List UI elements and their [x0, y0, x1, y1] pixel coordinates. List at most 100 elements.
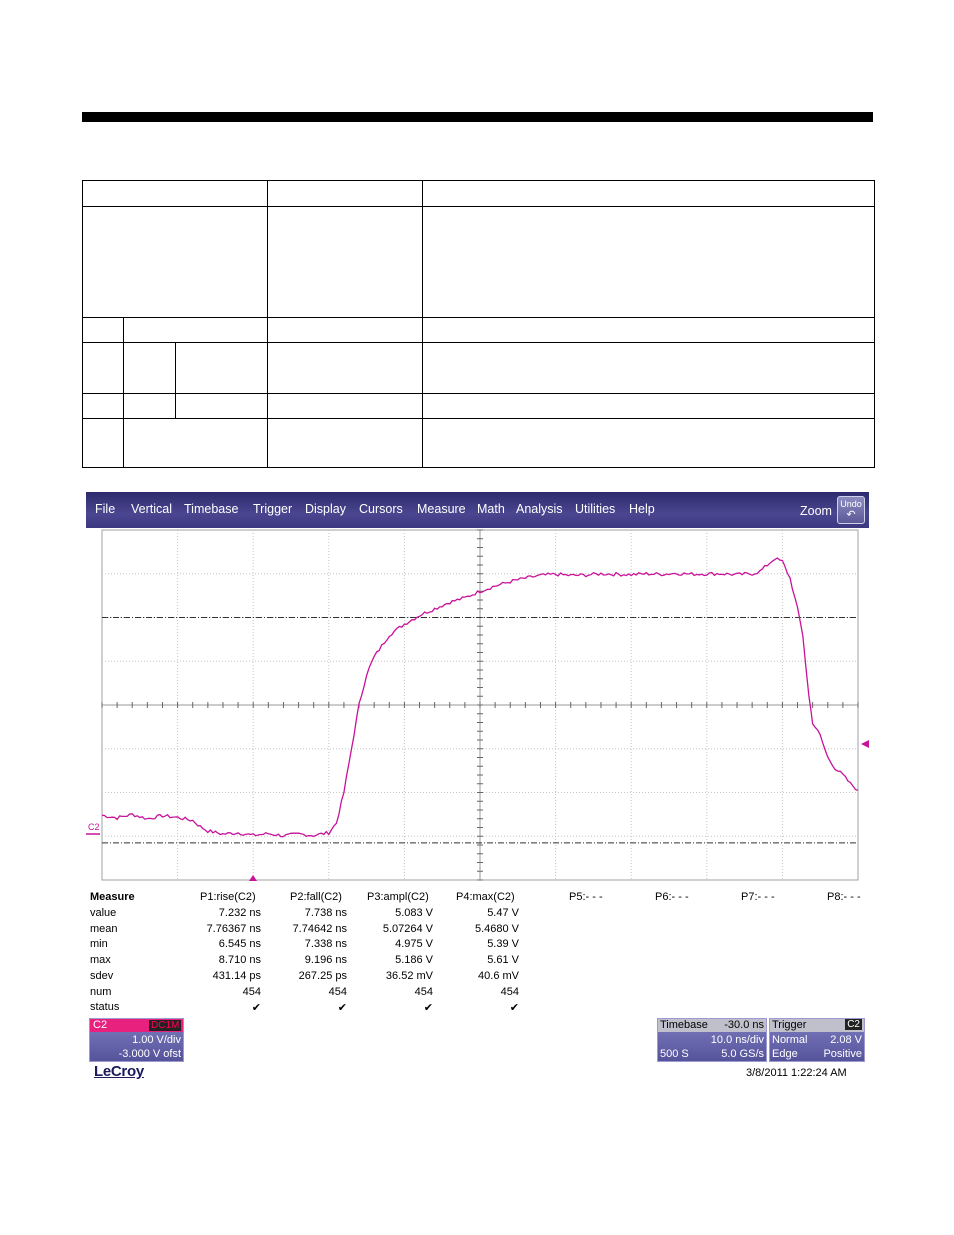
table-cell — [422, 206, 876, 318]
measure-value: 5.186 V — [395, 954, 433, 967]
menu-timebase[interactable]: Timebase — [184, 502, 239, 516]
measure-param-p4[interactable]: P4:max(C2) — [456, 891, 515, 903]
table-cell — [422, 393, 876, 419]
header-rule — [82, 112, 873, 122]
measure-value: 5.47 V — [487, 907, 519, 919]
measure-row-label: status — [90, 1001, 120, 1014]
timebase-delay: -30.0 ns — [724, 1019, 764, 1031]
measure-row-label: max — [90, 954, 111, 967]
channel-offset: -3.000 V ofst — [118, 1048, 181, 1060]
table-cell — [267, 393, 424, 419]
table-cell — [82, 418, 124, 468]
timebase-title-bar — [658, 1019, 766, 1032]
measure-value: 267.25 ps — [298, 969, 347, 982]
menu-display[interactable]: Display — [305, 502, 346, 516]
table-cell — [422, 342, 876, 394]
status-check-icon: ✔ — [423, 1002, 433, 1015]
channel-c2-panel[interactable]: C2 DC1M 1.00 V/div -3.000 V ofst — [89, 1018, 184, 1062]
measure-row-label: value — [90, 907, 117, 919]
table-cell — [267, 317, 424, 343]
table-cell — [174, 393, 269, 419]
measure-param-p1[interactable]: P1:rise(C2) — [200, 891, 256, 903]
measure-value: 4.975 V — [395, 938, 433, 951]
measure-param-p6[interactable]: P6:- - - — [655, 891, 689, 903]
measure-row-label: sdev — [90, 969, 114, 982]
channel-vdiv: 1.00 V/div — [132, 1034, 181, 1046]
measure-value: 36.52 mV — [385, 969, 433, 982]
table-cell — [123, 393, 176, 419]
measure-value: 431.14 ps — [212, 969, 261, 982]
measure-value: 7.738 ns — [304, 907, 347, 919]
measure-value: 40.6 mV — [478, 969, 519, 982]
table-cell — [82, 393, 124, 419]
c2-waveform-trace — [101, 557, 859, 838]
trigger-type: Edge — [772, 1048, 798, 1060]
table-cell — [122, 317, 269, 343]
table-cell — [122, 418, 269, 468]
trigger-mode: Normal — [772, 1034, 808, 1046]
measure-value: 454 — [414, 985, 433, 998]
table-cell — [174, 342, 269, 394]
trigger-label: Trigger — [772, 1019, 807, 1031]
channel-name: C2 — [93, 1019, 108, 1031]
measure-param-p2[interactable]: P2:fall(C2) — [290, 891, 342, 903]
measure-value: 5.083 V — [395, 907, 433, 919]
trigger-source-badge: C2 — [845, 1019, 862, 1030]
measure-param-p8[interactable]: P8:- - - — [827, 891, 861, 903]
channel-coupling-badge: DC1M — [149, 1020, 182, 1031]
menu-cursors[interactable]: Cursors — [359, 502, 403, 516]
measure-value: 5.61 V — [487, 954, 519, 967]
table-cell — [267, 342, 424, 394]
spec-table — [81, 180, 876, 468]
measure-row-label: min — [90, 938, 108, 951]
table-cell — [82, 342, 124, 394]
timestamp: 3/8/2011 1:22:24 AM — [746, 1067, 847, 1079]
reference-lines — [102, 617, 858, 844]
measure-param-p5[interactable]: P5:- - - — [569, 891, 603, 903]
menu-math[interactable]: Math — [477, 502, 505, 516]
menu-measure[interactable]: Measure — [417, 502, 466, 516]
timebase-rate: 5.0 GS/s — [721, 1048, 764, 1060]
timebase-panel[interactable]: Timebase -30.0 ns 10.0 ns/div 500 S 5.0 … — [657, 1018, 767, 1062]
menu-utilities[interactable]: Utilities — [575, 502, 616, 516]
trigger-title-bar — [770, 1019, 864, 1032]
trigger-level-marker[interactable] — [861, 740, 869, 748]
trigger-slope: Positive — [823, 1048, 862, 1060]
menu-trigger[interactable]: Trigger — [253, 502, 293, 516]
waveform-display: C2 — [86, 529, 869, 881]
trigger-panel[interactable]: Trigger C2 Normal 2.08 V Edge Positive — [769, 1018, 865, 1062]
measure-row-label: mean — [90, 922, 118, 935]
oscilloscope-screenshot: File Vertical Timebase Trigger Display C… — [86, 492, 869, 1087]
table-cell — [82, 317, 124, 343]
menu-analysis[interactable]: Analysis — [516, 502, 563, 516]
measure-row-label: num — [90, 985, 112, 998]
trigger-time-marker[interactable] — [249, 875, 257, 881]
measure-value: 454 — [500, 985, 519, 998]
table-cell — [422, 418, 876, 468]
table-cell — [422, 317, 876, 343]
undo-icon: ↶ — [846, 509, 856, 521]
measure-value: 454 — [328, 985, 347, 998]
menu-vertical[interactable]: Vertical — [131, 502, 172, 516]
channel-marker-label: C2 — [88, 822, 100, 832]
table-cell — [123, 342, 176, 394]
measure-value: 5.07264 V — [382, 922, 433, 935]
status-check-icon: ✔ — [251, 1002, 261, 1015]
zoom-button[interactable]: Zoom — [800, 504, 832, 518]
undo-button[interactable]: Undo ↶ — [837, 496, 865, 524]
measure-value: 7.232 ns — [218, 907, 261, 919]
measure-value: 9.196 ns — [304, 954, 347, 967]
table-cell — [267, 206, 424, 318]
trigger-level: 2.08 V — [830, 1034, 862, 1046]
table-cell — [267, 418, 424, 468]
measure-param-p3[interactable]: P3:ampl(C2) — [367, 891, 429, 903]
menu-help[interactable]: Help — [629, 502, 655, 516]
measure-value: 6.545 ns — [218, 938, 261, 951]
table-cell — [81, 180, 269, 207]
menu-file[interactable]: File — [95, 502, 116, 516]
measure-header[interactable]: Measure — [90, 891, 135, 903]
measure-value: 454 — [242, 985, 261, 998]
measure-value: 7.338 ns — [304, 938, 347, 951]
measure-param-p7[interactable]: P7:- - - — [741, 891, 775, 903]
measure-value: 5.4680 V — [474, 922, 519, 935]
